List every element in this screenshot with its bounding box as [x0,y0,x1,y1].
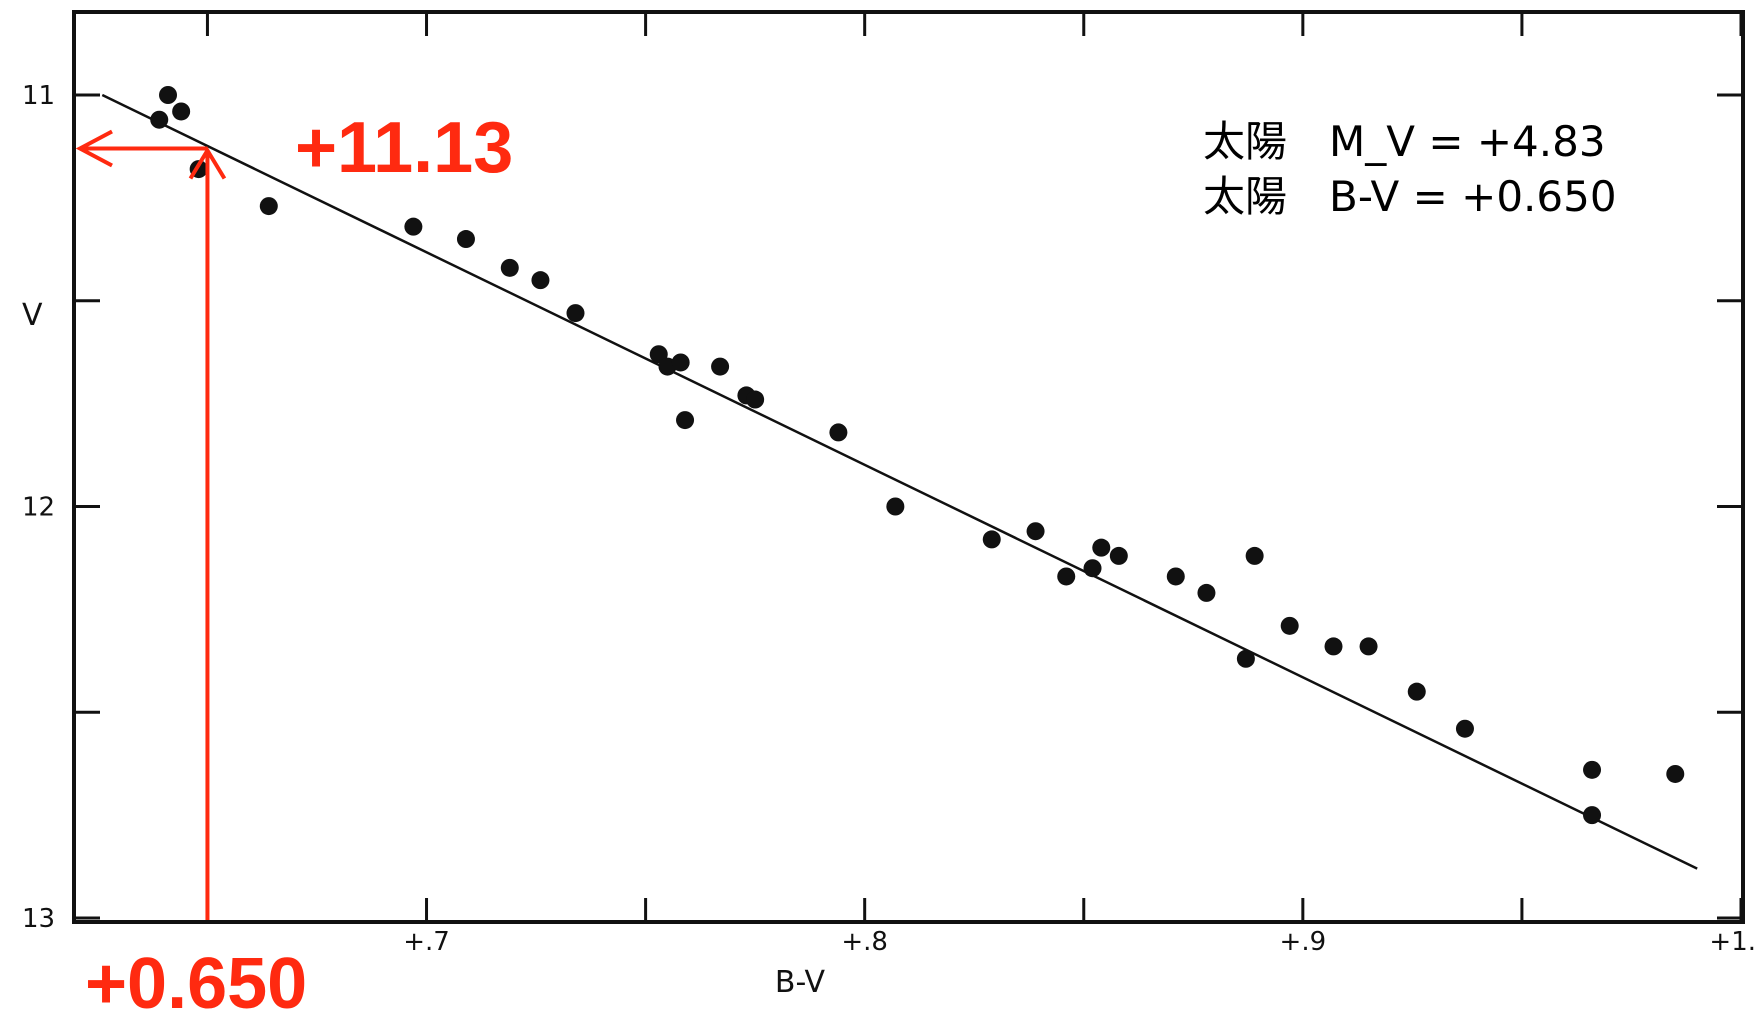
data-point-31 [1359,637,1378,656]
data-point-5 [404,217,423,236]
data-point-2 [172,102,191,121]
data-point-21 [1057,567,1076,586]
data-point-32 [1407,682,1426,701]
data-point-25 [1166,567,1185,586]
data-point-4 [259,197,278,216]
data-point-19 [982,530,1001,549]
data-point-6 [456,230,475,249]
data-point-35 [1583,806,1602,825]
axis-ticks [76,14,1743,920]
data-point-23 [1092,538,1111,557]
data-point-20 [1026,522,1045,541]
y-tick-label-0: 11 [22,81,55,111]
sun-color-note: 太陽 B-V = +0.650 [1203,172,1617,221]
y-tick-label-1: 12 [22,493,55,523]
x-axis-label: B-V [775,965,826,1000]
data-point-13 [676,411,695,430]
data-point-9 [566,304,585,323]
data-point-1 [159,86,178,104]
data-point-30 [1324,637,1343,656]
y-axis-label: V [22,298,43,333]
x-tick-label-1: +.8 [841,927,888,957]
data-point-16 [746,390,765,409]
data-point-18 [886,497,905,516]
data-point-17 [829,423,848,442]
sun-magnitude-note: 太陽 M_V = +4.83 [1203,117,1606,166]
data-points [150,86,1685,825]
x-tick-label-0: +.7 [403,927,450,957]
data-point-12 [671,353,690,372]
sun-bv-value-label: +0.650 [85,944,307,1015]
x-tick-label-2: +.9 [1280,927,1327,957]
data-point-28 [1245,546,1264,565]
plot-frame [72,10,1745,924]
x-tick-label-3: +1.0 [1709,927,1755,957]
data-point-27 [1236,649,1255,668]
fit-line [101,93,1698,870]
data-point-33 [1455,719,1474,738]
data-point-36 [1666,764,1685,783]
data-point-14 [711,357,730,376]
data-point-8 [531,271,550,290]
sun-horizontal-arrowhead [75,129,113,168]
data-point-29 [1280,616,1299,635]
data-point-0 [150,110,169,129]
axis-tick-labels: +.7 +.8 +.9 +1.0 11 12 13 [22,81,1755,957]
data-point-22 [1083,559,1102,578]
sun-marker [75,129,227,920]
y-tick-label-2: 13 [22,904,55,934]
data-point-7 [500,258,519,277]
data-point-34 [1583,760,1602,779]
data-point-24 [1109,546,1128,565]
sun-v-value-label: +11.13 [295,108,513,188]
data-point-26 [1197,583,1216,602]
